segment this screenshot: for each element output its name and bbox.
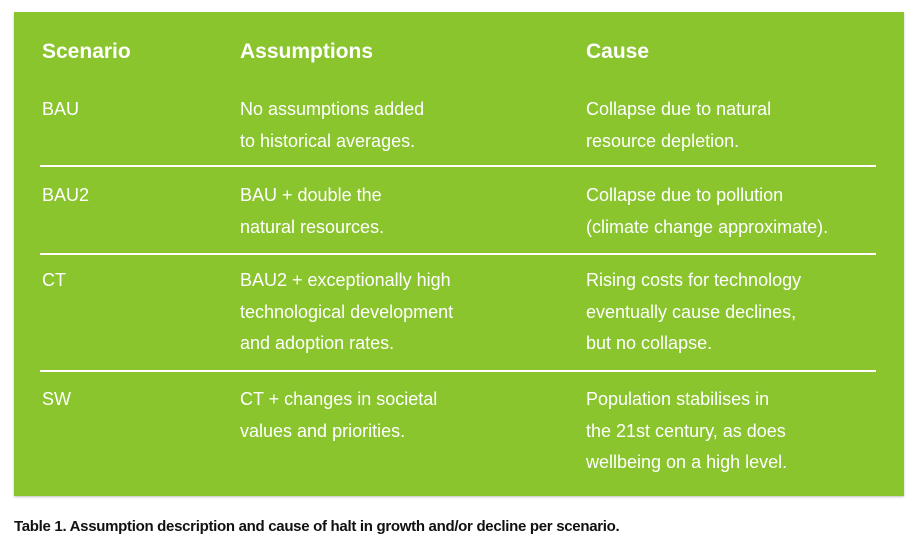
assumptions-cell: No assumptions added to historical averag…: [240, 99, 425, 151]
row-divider: [40, 165, 876, 167]
scenario-table: Scenario Assumptions Cause BAU No assump…: [14, 12, 904, 496]
row-divider: [40, 370, 876, 372]
cause-cell: Collapse due to natural resource depletio…: [586, 99, 772, 151]
row-divider: [40, 253, 876, 255]
scenario-cell: BAU2: [42, 185, 90, 205]
scenario-cell: SW: [42, 389, 71, 409]
assumptions-cell: CT + changes in societal values and prior…: [240, 389, 438, 441]
header-assumptions: Assumptions: [240, 40, 374, 63]
cause-cell: Collapse due to pollution (climate change…: [586, 185, 829, 237]
assumptions-cell: BAU2 + exceptionally high technological d…: [240, 270, 454, 353]
cause-cell: Population stabilises in the 21st century…: [586, 389, 788, 472]
header-cause: Cause: [586, 40, 650, 63]
header-scenario: Scenario: [42, 40, 131, 63]
scenario-cell: CT: [42, 270, 66, 290]
assumptions-cell: BAU + double the natural resources.: [240, 185, 385, 237]
cause-cell: Rising costs for technology eventually ca…: [586, 270, 802, 353]
scenario-cell: BAU: [42, 99, 80, 119]
table-caption: Table 1. Assumption description and caus…: [14, 518, 620, 535]
